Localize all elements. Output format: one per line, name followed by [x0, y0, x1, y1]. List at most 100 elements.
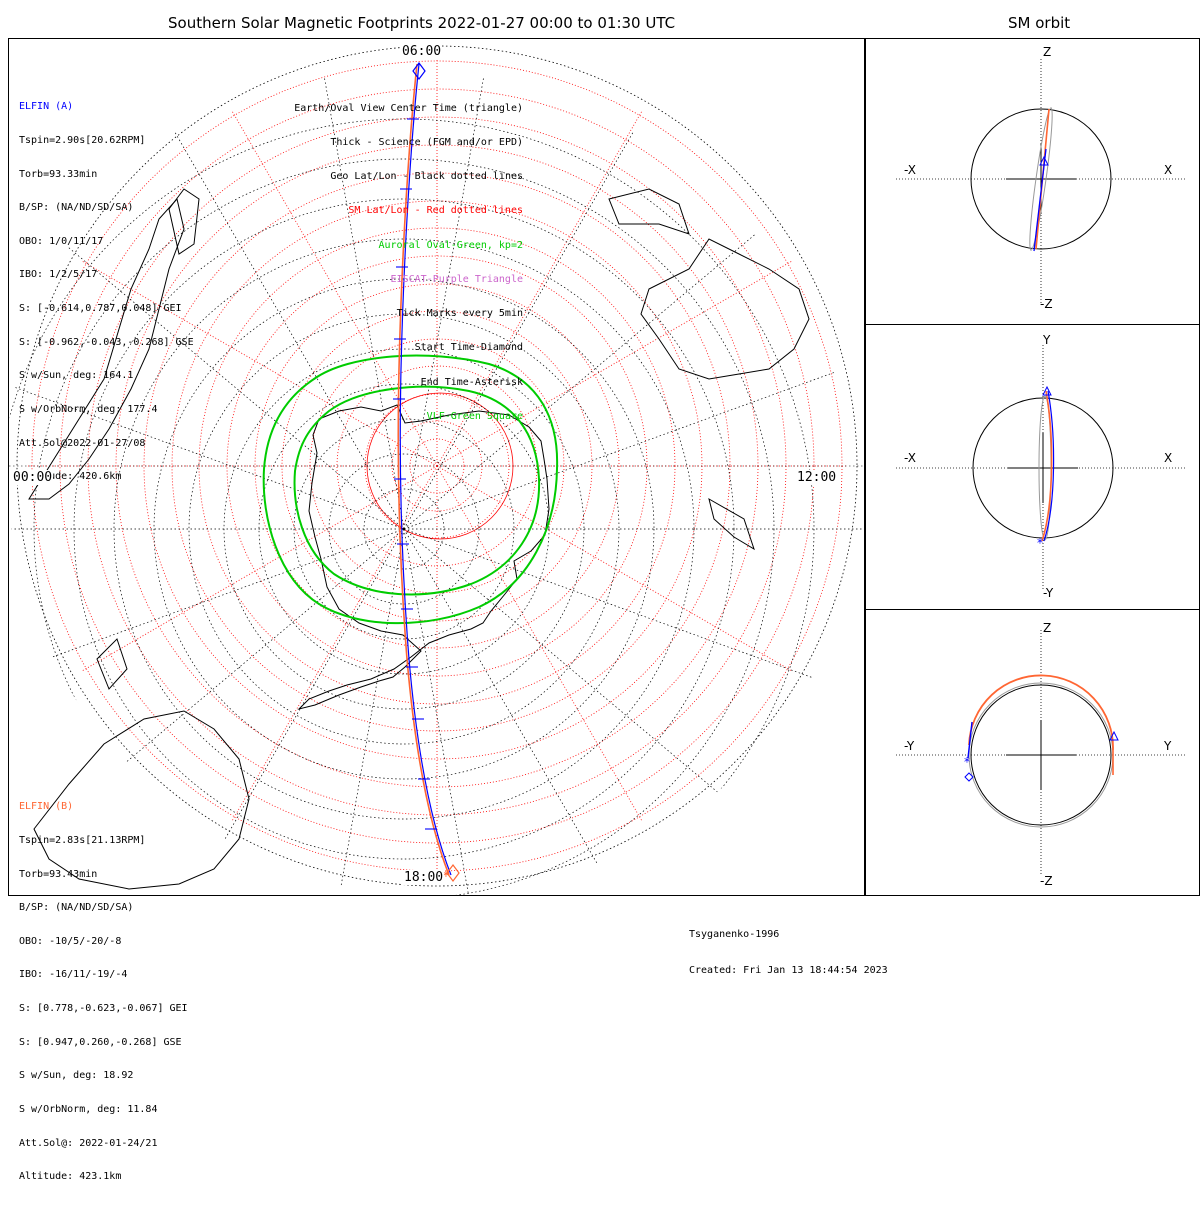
geo-latitude-circle: [33, 158, 775, 896]
sm-orbit-xz-plot: [896, 59, 1186, 304]
elfin-a-info: ELFIN (A) Tspin=2.90s[20.62RPM] Torb=93.…: [19, 79, 194, 505]
coastline: [96, 638, 128, 690]
sm-orbit-title: SM orbit: [1008, 14, 1071, 32]
geo-latitude-circle: [293, 418, 515, 640]
coastline: [168, 188, 200, 255]
elfin-b-line: S: [0.778,-0.623,-0.067] GEI: [19, 1003, 188, 1015]
coastline: [33, 710, 250, 890]
sm-orbit-yz-plot: *: [896, 630, 1186, 875]
sm-orbit-xy-panel: * Y -Y -X X: [865, 324, 1200, 610]
coastline: [608, 188, 690, 235]
elfin-a-line: S: [-0.614,0.787,0.048] GEI: [19, 303, 182, 315]
legend-entry: Auroral Oval-Green, kp=2: [378, 239, 524, 251]
elfin-a-line: IBO: 1/2/5/17: [19, 269, 98, 281]
sm-meridian: [436, 260, 793, 467]
legend-entry: VLF-Green Square: [426, 410, 523, 422]
start-diamond-icon: [964, 772, 974, 782]
geo-meridian: [403, 371, 837, 530]
axis-label-top: Y: [1043, 333, 1051, 347]
geo-meridian: [403, 528, 837, 687]
axis-label-top: Z: [1043, 45, 1052, 59]
axis-label-bottom: -Y: [1043, 586, 1054, 600]
legend-entry: Start Time-Diamond: [414, 342, 523, 354]
auroral-oval-inner: [293, 385, 541, 596]
elfin-b-track: [397, 63, 450, 876]
sm-meridian: [231, 465, 438, 822]
view-center-triangle-icon: [1109, 730, 1119, 741]
axis-label-bottom: -Z: [1040, 874, 1053, 888]
elfin-a-orbit: [967, 721, 973, 759]
view-center-triangle-icon: [1039, 155, 1049, 166]
elfin-a-line: S: [-0.962,-0.043,-0.268] GSE: [19, 336, 194, 348]
elfin-a-line: B/SP: (NA/ND/SD/SA): [19, 202, 134, 214]
elfin-b-line: OBO: -10/5/-20/-8: [19, 935, 122, 947]
elfin-b-line: Tspin=2.83s[21.13RPM]: [19, 835, 146, 847]
axis-label-right: Y: [1164, 739, 1172, 753]
time-label-top: 06:00: [401, 44, 443, 59]
axis-label-left: -Y: [904, 739, 915, 753]
geo-latitude-circle: [113, 238, 695, 820]
legend-entry: Tick Marks every 5min: [396, 308, 523, 320]
time-label-bottom: 18:00: [403, 870, 445, 885]
elfin-a-line: Tspin=2.90s[20.62RPM]: [19, 135, 146, 147]
end-asterisk-icon: *: [1036, 536, 1043, 550]
created-label: Created: Fri Jan 13 18:44:54 2023: [689, 965, 888, 976]
sm-orbit-xz-panel: Z -Z -X X: [865, 38, 1200, 325]
geo-meridian: [323, 528, 405, 896]
time-label-left: 00:00: [12, 470, 54, 485]
legend-entry: Geo Lat/Lon - Black dotted lines: [330, 171, 523, 183]
elfin-a-line: S w/Sun, deg: 164.1: [19, 370, 134, 382]
coastline: [297, 404, 550, 710]
sm-meridian: [436, 465, 643, 822]
legend-entry: Earth/Oval View Center Time (triangle): [294, 102, 523, 114]
geo-meridian: [403, 528, 757, 825]
legend-entry: EISCAT-Purple Triangle: [390, 273, 523, 285]
end-asterisk-icon: *: [442, 869, 450, 885]
start-diamond-icon: [446, 864, 460, 882]
axis-label-left: -X: [904, 451, 916, 465]
orbit-ellipse: [1029, 107, 1053, 251]
footprint-map: **: [9, 45, 866, 896]
elfin-a-line: S w/OrbNorm, deg: 177.4: [19, 403, 158, 415]
view-center-triangle-icon: [1042, 385, 1052, 396]
plot-title: Southern Solar Magnetic Footprints 2022-…: [168, 14, 676, 32]
axis-label-right: X: [1164, 451, 1173, 465]
elfin-b-line: S w/Sun, deg: 18.92: [19, 1070, 134, 1082]
legend-entry: SM Lat/Lon - Red dotted lines: [348, 205, 523, 217]
elfin-a-orbit: [1043, 390, 1055, 542]
axis-label-right: X: [1164, 163, 1173, 177]
geo-meridian: [173, 528, 405, 896]
map-legend: Earth/Oval View Center Time (triangle) T…: [294, 80, 523, 445]
elfin-b-line: S: [0.947,0.260,-0.268] GSE: [19, 1036, 182, 1048]
geo-latitude-circle: [188, 313, 620, 745]
geo-meridian: [403, 233, 757, 530]
elfin-b-name: ELFIN (B): [19, 801, 74, 813]
elfin-a-line: OBO: 1/0/11/17: [19, 235, 104, 247]
elfin-b-line: S w/OrbNorm, deg: 11.84: [19, 1103, 158, 1115]
coastline: [708, 497, 755, 551]
geo-meridian: [51, 233, 405, 530]
geo-meridian: [173, 130, 405, 530]
sm-meridian: [436, 465, 793, 672]
geo-latitude-circle: [9, 118, 815, 896]
elfin-a-name: ELFIN (A): [19, 101, 74, 113]
coastline: [28, 197, 185, 500]
geo-meridian: [403, 528, 485, 896]
elfin-a-line: Att.Sol@2022-01-27/08: [19, 437, 146, 449]
geo-meridian: [9, 528, 405, 687]
auroral-oval-outer: [262, 354, 559, 625]
geo-meridian: [403, 528, 635, 896]
elfin-a-line: Torb=93.33min: [19, 168, 98, 180]
geo-meridian: [51, 528, 405, 825]
elfin-b-orbit: [968, 674, 1114, 751]
sm-orbit-xy-plot: *: [896, 345, 1186, 590]
start-diamond-icon: [412, 62, 426, 80]
elfin-b-line: IBO: -16/11/-19/-4: [19, 969, 128, 981]
geo-latitude-circle: [73, 198, 735, 860]
legend-entry: Thick - Science (FGM and/or EPD): [330, 137, 523, 149]
coastline: [640, 238, 810, 380]
legend-entry: End Time-Asterisk: [420, 376, 523, 388]
axis-label-bottom: -Z: [1040, 297, 1053, 311]
geo-meridian: [323, 75, 405, 530]
axis-label-top: Z: [1043, 621, 1052, 635]
